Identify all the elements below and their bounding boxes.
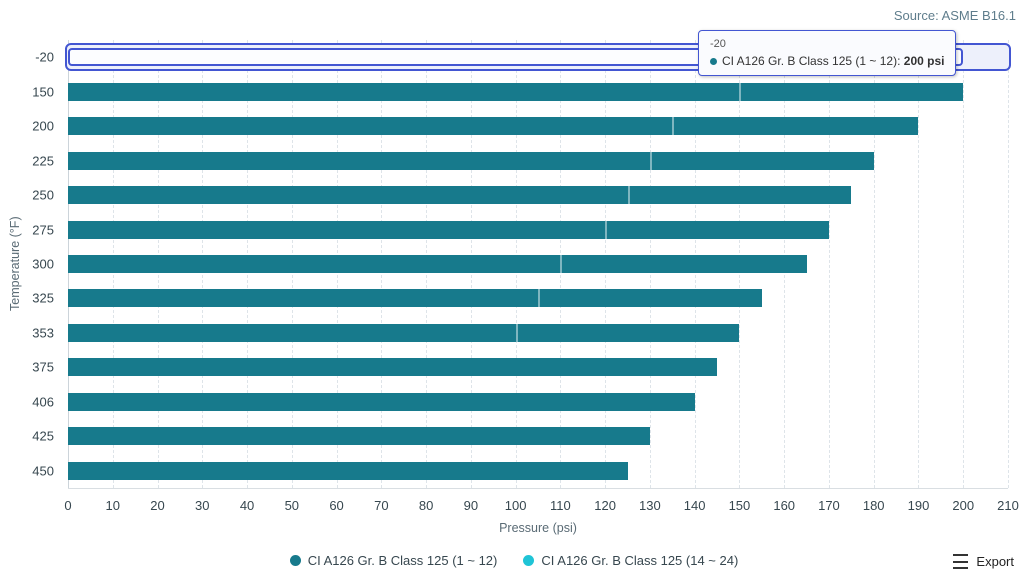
x-axis-tick-label: 170 bbox=[818, 498, 840, 513]
y-axis-labels: -20 150 200 225 250 275 300 325 353 375 406 425 450 bbox=[0, 40, 60, 488]
pressure-bar-225[interactable] bbox=[68, 151, 874, 170]
series-overlap-edge bbox=[515, 323, 518, 342]
x-axis-tick-label: 30 bbox=[195, 498, 210, 513]
x-axis-tick-label: 70 bbox=[374, 498, 389, 513]
legend-marker-icon bbox=[289, 555, 301, 566]
y-axis-category-label: 406 bbox=[32, 394, 54, 410]
x-axis-tick-label: 140 bbox=[683, 498, 706, 513]
pressure-bar-150[interactable] bbox=[68, 82, 964, 101]
x-axis-tick-label: 50 bbox=[284, 498, 300, 513]
legend-item-class125-14-24[interactable]: CI A126 Gr. B Class 125 (14 ~ 24) bbox=[523, 553, 738, 568]
x-axis-labels: 0 10 20 30 40 50 60 70 80 90 100 110 120 130 140 150 160… bbox=[64, 498, 1018, 514]
x-axis-tick-label: 20 bbox=[150, 498, 165, 513]
x-axis-tick-label: 180 bbox=[862, 498, 885, 513]
pressure-bar-375[interactable] bbox=[68, 358, 718, 377]
y-axis-category-label: 150 bbox=[32, 84, 54, 100]
gridline bbox=[918, 40, 920, 488]
x-axis-tick-label: 40 bbox=[239, 498, 255, 513]
y-axis-category-label: 425 bbox=[32, 428, 54, 444]
pressure-bar-250[interactable] bbox=[68, 186, 852, 205]
gridline bbox=[828, 40, 830, 488]
hamburger-menu-icon bbox=[953, 554, 969, 569]
source-credit: Source: ASME B16.1 bbox=[893, 8, 1016, 23]
y-axis-category-label: 275 bbox=[32, 222, 54, 238]
pressure-bar-300[interactable] bbox=[68, 255, 807, 273]
legend: CI A126 Gr. B Class 125 (1 ~ 12) CI A126… bbox=[0, 553, 1028, 568]
y-axis-category-label: 450 bbox=[32, 463, 54, 479]
tooltip-series-text: CI A126 Gr. B Class 125 (1 ~ 12): 200 ps… bbox=[722, 54, 944, 68]
x-axis-tick-label: 210 bbox=[997, 498, 1019, 513]
series-overlap-edge bbox=[649, 151, 652, 170]
legend-label: CI A126 Gr. B Class 125 (14 ~ 24) bbox=[541, 553, 739, 568]
series-overlap-edge bbox=[605, 220, 608, 239]
series-overlap-edge bbox=[672, 117, 675, 136]
x-axis-tick-label: 160 bbox=[773, 498, 796, 513]
tooltip-separator: : bbox=[897, 54, 904, 68]
x-axis-tick-label: 190 bbox=[907, 498, 930, 513]
x-axis-title: Pressure (psi) bbox=[499, 521, 577, 535]
x-axis-tick-label: 60 bbox=[329, 498, 344, 513]
pressure-bar-353[interactable] bbox=[68, 323, 740, 342]
x-axis-tick-label: 120 bbox=[594, 498, 616, 513]
x-axis-tick-label: 0 bbox=[64, 498, 72, 513]
x-axis-tick-label: 80 bbox=[418, 498, 434, 513]
series-marker-icon bbox=[710, 57, 717, 65]
tooltip-series-row: CI A126 Gr. B Class 125 (1 ~ 12): 200 ps… bbox=[710, 54, 944, 68]
series-overlap-edge bbox=[560, 255, 563, 273]
x-axis-tick-label: 200 bbox=[952, 498, 975, 513]
export-label: Export bbox=[976, 554, 1014, 569]
x-axis-tick-label: 90 bbox=[463, 498, 479, 513]
x-axis-tick-label: 10 bbox=[105, 498, 120, 513]
tooltip: -20 CI A126 Gr. B Class 125 (1 ~ 12): 20… bbox=[698, 30, 957, 76]
x-axis-tick-label: 110 bbox=[550, 498, 571, 513]
x-axis-tick-label: 100 bbox=[504, 498, 527, 513]
tooltip-value: 200 psi bbox=[903, 54, 945, 68]
gridline bbox=[1008, 40, 1009, 488]
y-axis-category-label: -20 bbox=[35, 49, 54, 65]
series-overlap-edge bbox=[739, 82, 742, 101]
legend-item-class125-1-12[interactable]: CI A126 Gr. B Class 125 (1 ~ 12) bbox=[289, 553, 498, 568]
pressure-bar-425[interactable] bbox=[68, 427, 650, 446]
legend-marker-icon bbox=[523, 555, 535, 566]
tooltip-series-name: CI A126 Gr. B Class 125 (1 ~ 12) bbox=[722, 54, 898, 68]
series-overlap-edge bbox=[627, 186, 630, 205]
y-axis-category-label: 225 bbox=[32, 153, 54, 169]
y-axis-category-label: 300 bbox=[32, 256, 54, 272]
y-axis-category-label: 375 bbox=[32, 359, 54, 375]
x-axis-tick-label: 150 bbox=[728, 498, 751, 513]
y-axis-category-label: 353 bbox=[32, 325, 54, 341]
pressure-bar-450[interactable] bbox=[68, 461, 628, 480]
plot-area bbox=[65, 40, 1011, 489]
pressure-bar-200[interactable] bbox=[68, 117, 919, 136]
export-menu-button[interactable]: Export bbox=[953, 554, 1014, 569]
y-axis-category-label: 250 bbox=[32, 187, 54, 203]
gridline bbox=[873, 40, 875, 488]
gridline bbox=[963, 40, 965, 488]
pressure-bar-406[interactable] bbox=[68, 392, 695, 411]
y-axis-category-label: 200 bbox=[32, 118, 54, 134]
series-overlap-edge bbox=[538, 289, 540, 308]
x-axis-tick-label: 130 bbox=[639, 498, 661, 513]
legend-label: CI A126 Gr. B Class 125 (1 ~ 12) bbox=[307, 553, 498, 568]
y-axis-category-label: 325 bbox=[32, 290, 54, 306]
pressure-bar-325[interactable] bbox=[68, 289, 762, 308]
pressure-bar-275[interactable] bbox=[68, 220, 829, 239]
tooltip-category: -20 bbox=[710, 38, 726, 50]
